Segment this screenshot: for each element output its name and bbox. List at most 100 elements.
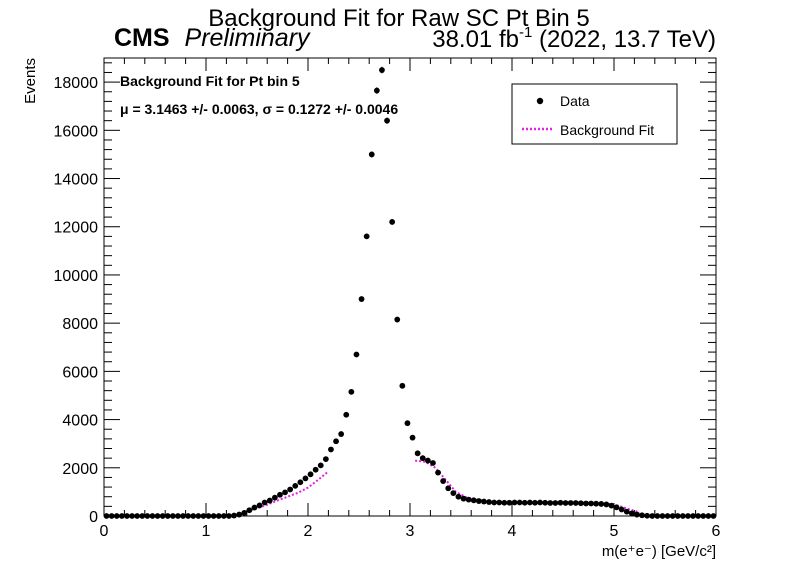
data-marker — [460, 495, 467, 502]
data-point — [598, 501, 605, 507]
data-marker — [328, 446, 334, 453]
x-tick-label: 0 — [100, 523, 109, 540]
data-marker — [338, 431, 345, 437]
data-marker — [373, 87, 380, 94]
data-point — [695, 513, 702, 519]
data-point — [169, 513, 176, 519]
data-marker — [277, 491, 283, 498]
axes: 0 1 2 3 4 5 6 0 2000 4000 6000 8000 10000 12000 14000 1… — [54, 58, 721, 540]
data-marker — [424, 457, 431, 464]
data-point — [363, 233, 370, 240]
data-marker — [501, 499, 508, 506]
data-marker — [608, 502, 615, 509]
data-point — [460, 495, 467, 502]
data-point — [623, 508, 630, 515]
y-tick-label: 18000 — [54, 75, 99, 92]
data-marker — [134, 513, 141, 519]
data-point — [292, 482, 299, 489]
data-point — [175, 513, 181, 519]
data-marker — [384, 117, 390, 124]
data-point — [547, 500, 554, 506]
data-marker — [302, 475, 309, 482]
data-point — [317, 462, 324, 469]
data-marker — [572, 500, 579, 506]
data-point — [572, 500, 579, 506]
data-marker — [445, 485, 452, 492]
data-marker — [399, 382, 406, 389]
data-marker — [205, 513, 212, 519]
y-tick-label: 0 — [89, 509, 98, 526]
data-marker — [567, 500, 574, 506]
y-tick-label: 6000 — [62, 364, 98, 381]
data-point — [124, 513, 130, 519]
data-point — [486, 499, 492, 505]
data-point — [251, 504, 258, 511]
data-marker — [583, 500, 589, 507]
data-marker — [577, 500, 584, 507]
data-point — [588, 500, 594, 507]
data-marker — [710, 513, 717, 519]
data-point — [271, 494, 278, 501]
legend-data-marker — [536, 97, 544, 105]
data-point — [659, 513, 666, 519]
data-marker — [440, 478, 447, 484]
data-point — [139, 513, 146, 519]
data-marker — [282, 489, 288, 496]
data-marker — [557, 499, 564, 506]
data-marker — [195, 513, 202, 519]
data-point — [256, 502, 263, 509]
data-point — [654, 513, 661, 519]
data-marker — [465, 496, 472, 503]
data-point — [679, 513, 686, 519]
data-marker — [292, 482, 299, 489]
data-point — [700, 513, 707, 519]
data-point — [195, 513, 202, 519]
data-point — [322, 456, 329, 463]
data-points — [103, 66, 717, 519]
data-point — [297, 479, 304, 486]
data-marker — [226, 513, 232, 519]
data-point — [312, 466, 319, 473]
data-point — [353, 351, 360, 358]
data-marker — [623, 508, 630, 515]
data-marker — [455, 493, 462, 500]
y-axis-label: Events — [22, 58, 39, 104]
x-axis-label: m(e⁺e⁻) [GeV/c²] — [602, 543, 716, 560]
data-point — [333, 438, 339, 445]
data-point — [164, 513, 171, 519]
data-marker — [368, 151, 375, 158]
data-marker — [363, 233, 370, 240]
y-tick-label: 8000 — [62, 316, 98, 333]
data-point — [368, 151, 375, 158]
data-marker — [169, 513, 176, 519]
data-marker — [200, 513, 207, 519]
data-marker — [685, 513, 691, 519]
data-point — [419, 455, 426, 462]
data-point — [399, 382, 406, 389]
x-tick-label: 6 — [712, 523, 721, 540]
data-marker — [348, 388, 355, 395]
data-point — [409, 434, 416, 441]
data-marker — [705, 513, 712, 519]
data-marker — [404, 420, 411, 427]
data-point — [277, 491, 283, 498]
data-marker — [317, 462, 324, 469]
data-marker — [358, 296, 365, 302]
data-point — [455, 493, 462, 500]
data-point — [567, 500, 574, 506]
data-marker — [496, 499, 503, 506]
data-marker — [118, 513, 125, 519]
data-marker — [690, 513, 696, 519]
data-point — [185, 513, 192, 519]
data-marker — [343, 411, 350, 418]
data-point — [450, 490, 457, 496]
data-point — [113, 513, 120, 519]
data-point — [154, 513, 161, 519]
data-marker — [333, 438, 339, 445]
data-marker — [598, 501, 605, 507]
data-point — [103, 513, 110, 519]
data-marker — [271, 494, 278, 501]
data-marker — [409, 434, 416, 441]
data-marker — [256, 502, 263, 509]
data-point — [577, 500, 584, 507]
